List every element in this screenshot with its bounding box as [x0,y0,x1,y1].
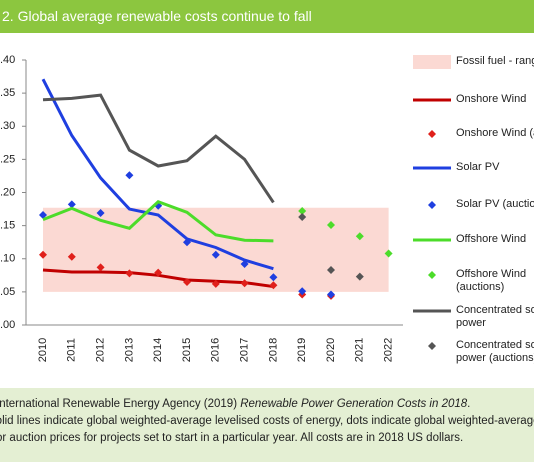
auction-dot [327,290,335,299]
auction-dot [211,250,220,259]
fossil-range [43,207,389,292]
source: International Renewable Energy Agency (2… [0,396,534,413]
auction-dot [125,171,134,180]
legend-label: Onshore Wind (auction) [456,127,534,139]
y-tick-label: .15 [0,220,15,232]
x-tick-label: 2012 [95,338,107,362]
note: Solid lines indicate global weighted-ave… [0,415,534,427]
auction-dot [327,220,335,229]
series-line [42,200,274,243]
auction-dot [154,268,163,277]
auction-dot [298,213,307,222]
x-tick-label: 2014 [152,338,164,362]
legend-label: Solar PV [456,161,500,173]
legend-label: Concentrated solar power (auctions) [456,339,534,364]
auction-dot [298,287,307,296]
footer: International Renewable Energy Agency (2… [0,388,534,462]
x-tick-label: 2016 [210,338,222,362]
legend-label: Onshore Wind [456,93,527,105]
legend-label: Concentrated solar power [456,304,534,329]
auction-dot [240,260,249,269]
legend-label: Solar PV (auctions) [456,198,534,210]
y-tick-label: .35 [0,87,15,99]
auction-dot [96,209,105,218]
auction-dot [211,279,220,288]
auction-dot [67,200,76,209]
x-tick-label: 2020 [325,338,337,362]
source-title: Renewable Power Generation Costs in 2018 [240,398,468,410]
auction-dot [355,272,364,281]
y-tick-label: .30 [0,120,15,132]
x-tick-label: 2018 [267,338,279,362]
legend-swatch [413,55,451,69]
y-tick-label: .25 [0,153,15,165]
source-text: International Renewable Energy Agency (2… [0,398,241,410]
auction-dot [125,269,134,278]
auction-dot [39,211,47,220]
auction-dot [67,252,76,261]
auction-dot [39,250,47,259]
auction-dot [269,273,278,282]
x-tick-label: 2015 [181,338,193,362]
legend-label: Fossil fuel - range [456,55,534,67]
y-tick-label: .10 [0,253,15,265]
y-tick-label: .00 [0,319,15,331]
auction-dot [269,281,278,290]
x-tick-label: 2013 [123,338,135,362]
x-tick-label: 2010 [37,338,49,362]
auction-dot [183,277,191,286]
legend-swatch [428,271,436,279]
legend-swatch [428,342,436,350]
x-tick-label: 2021 [354,338,366,362]
x-tick-label: 2017 [239,338,251,362]
legend-label: Offshore Wind (auctions) [456,268,527,293]
chart-title: 2. Global average renewable costs contin… [0,0,534,33]
source-text: . [467,398,471,410]
auction-dot [96,263,105,272]
x-tick-label: 2019 [296,338,308,362]
auction-dot [240,279,249,288]
note: or auction prices for projects set to st… [0,432,464,444]
y-tick-label: .20 [0,186,15,198]
auction-dot [298,207,307,216]
auction-dot [327,266,335,275]
legend-swatch [428,130,436,138]
y-tick-label: .40 [0,54,15,66]
auction-dot [183,238,191,247]
y-tick-label: .05 [0,286,15,298]
series-line [41,78,274,271]
auction-dot [355,232,364,241]
auction-dot [384,249,393,258]
legend-swatch [428,201,436,209]
legend-label: Offshore Wind [456,233,527,245]
series-line [42,93,275,204]
x-tick-label: 2022 [383,338,395,362]
x-tick-label: 2011 [66,338,78,362]
